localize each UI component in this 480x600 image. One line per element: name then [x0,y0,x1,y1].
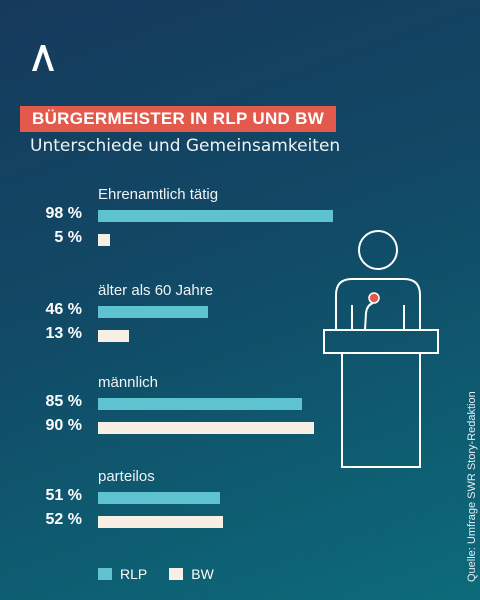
bar-bw [98,422,314,434]
value-label-bw: 5 % [54,229,82,246]
value-label-bw: 52 % [45,511,82,528]
category-label: älter als 60 Jahre [98,282,214,299]
source-note: Quelle: Umfrage SWR Story-Redaktion [466,391,478,582]
value-label-bw: 90 % [45,417,82,434]
value-label-rlp: 51 % [45,487,82,504]
category-label: parteilos [98,468,155,485]
category-label: männlich [98,374,159,391]
swr-logo-icon [32,45,54,71]
legend-item-rlp: RLP [98,566,147,582]
bar-rlp [98,492,221,504]
legend-label-rlp: RLP [120,566,148,582]
legend-item-bw: BW [169,566,214,582]
bar-rlp [98,210,334,222]
bar-rlp [98,306,209,318]
legend-swatch-bw [169,568,184,580]
bar-bw [98,330,130,342]
legend-label-bw: BW [191,566,214,582]
chart-title: BÜRGERMEISTER IN RLP UND BW [20,106,337,132]
value-label-rlp: 98 % [45,205,82,222]
legend-swatch-rlp [98,568,112,580]
bar-rlp [98,398,302,410]
value-label-rlp: 85 % [45,393,82,410]
bar-bw [98,234,110,246]
value-label-bw: 13 % [45,325,82,342]
bar-bw [98,516,223,528]
category-label: Ehrenamtlich tätig [98,186,219,203]
legend: RLP BW [98,566,228,582]
value-label-rlp: 46 % [45,301,82,318]
chart-subtitle: Unterschiede und Gemeinsamkeiten [30,136,341,156]
speaker-at-podium-icon [323,230,439,468]
